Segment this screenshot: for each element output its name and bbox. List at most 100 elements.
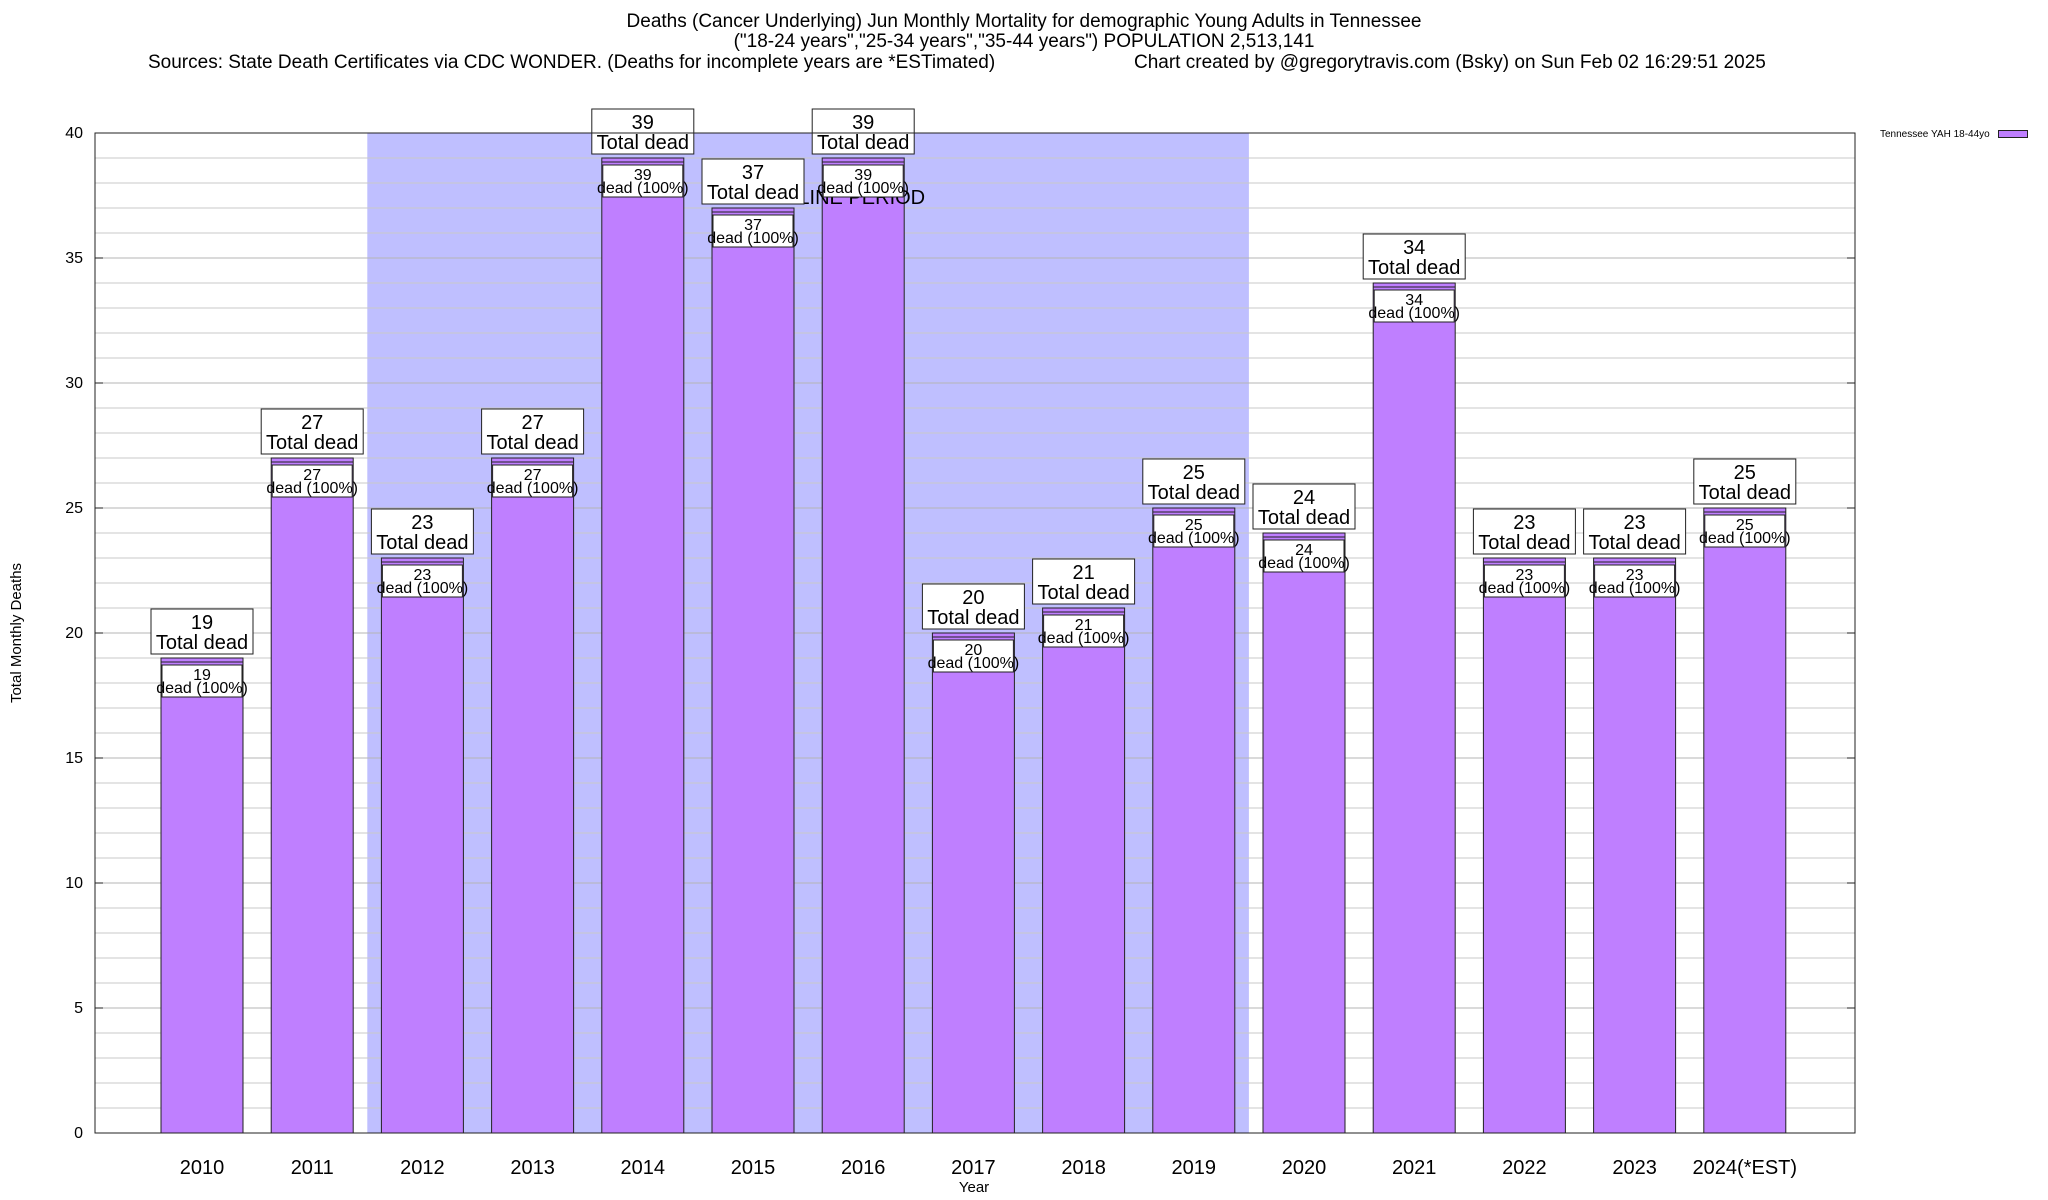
bar-inner-value: 23 <box>414 567 432 584</box>
y-tick-label: 10 <box>65 875 83 892</box>
y-axis-title: Total Monthly Deaths <box>8 563 25 703</box>
bar <box>380 557 464 1134</box>
bar-inner-value: 34 <box>1405 292 1423 309</box>
bar-inner-value: 27 <box>303 467 321 484</box>
bar-top-label: Total dead <box>1368 257 1460 279</box>
chart-title: Deaths (Cancer Underlying) Jun Monthly M… <box>626 11 1422 32</box>
bar-top-value: 23 <box>411 512 433 534</box>
x-tick-label: 2020 <box>1282 1157 1327 1179</box>
bar <box>1042 607 1126 1134</box>
bar-top-value: 19 <box>191 612 213 634</box>
bar-top-value: 20 <box>962 587 984 609</box>
bar-inner-value: 37 <box>744 217 762 234</box>
bar-top-value: 21 <box>1072 562 1094 584</box>
bar-inner-value: 27 <box>524 467 542 484</box>
bar-inner-label: dead (100%) <box>487 480 579 497</box>
bar-inner-label-box <box>1483 564 1565 598</box>
bar-top-label: Total dead <box>1258 507 1350 529</box>
bar-inner-label-box <box>1594 564 1676 598</box>
bar-top-value: 25 <box>1734 462 1756 484</box>
bar-top-value: 23 <box>1623 512 1645 534</box>
bar-inner-label: dead (100%) <box>597 180 689 197</box>
bar-inner-label-box <box>712 214 794 248</box>
bar <box>1152 507 1236 1134</box>
bar <box>1372 282 1456 1134</box>
bar-top-value: 37 <box>742 162 764 184</box>
bar-inner-value: 25 <box>1185 517 1203 534</box>
bar-inner-value: 20 <box>965 642 983 659</box>
bar-top-label: Total dead <box>266 432 358 454</box>
bar-inner-value: 39 <box>634 167 652 184</box>
sources-note: Sources: State Death Certificates via CD… <box>148 52 996 73</box>
bar-inner-label: dead (100%) <box>1479 580 1571 597</box>
bar-top-label-box <box>701 158 805 205</box>
bar-inner-label-box <box>1153 514 1235 548</box>
bar-top-label: Total dead <box>1699 482 1791 504</box>
bar-top-label: Total dead <box>1148 482 1240 504</box>
bar-top-label-box <box>1472 508 1576 555</box>
bar-inner-label: dead (100%) <box>266 480 358 497</box>
bar-inner-label-box <box>1704 514 1786 548</box>
bar-top-label: Total dead <box>1037 582 1129 604</box>
bar-top-value: 34 <box>1403 237 1425 259</box>
bar-top-label-box <box>811 108 915 155</box>
y-tick-label: 15 <box>65 750 83 767</box>
x-tick-label: 2014 <box>621 1157 666 1179</box>
x-tick-label: 2024(*EST) <box>1693 1157 1798 1179</box>
y-tick-label: 0 <box>74 1125 83 1142</box>
bar-inner-label: dead (100%) <box>1038 630 1130 647</box>
chart-credit: Chart created by @gregorytravis.com (Bsk… <box>1134 52 1766 73</box>
bar-top-value: 24 <box>1293 487 1315 509</box>
bar-inner-value: 25 <box>1736 517 1754 534</box>
bar <box>1593 557 1677 1134</box>
bar <box>711 207 795 1134</box>
bar <box>821 157 905 1134</box>
bar-top-label-box <box>1583 508 1687 555</box>
x-tick-label: 2018 <box>1061 1157 1106 1179</box>
bar-top-label: Total dead <box>707 182 799 204</box>
bar-top-label-box <box>1252 483 1356 530</box>
bar-top-value: 39 <box>852 112 874 134</box>
bar-inner-label-box <box>381 564 463 598</box>
bar-inner-label-box <box>492 464 574 498</box>
x-tick-label: 2010 <box>180 1157 225 1179</box>
bar-top-label: Total dead <box>486 432 578 454</box>
bar-inner-label-box <box>932 639 1014 673</box>
bar <box>1262 532 1346 1134</box>
bar-top-label-box <box>1693 458 1797 505</box>
bar-inner-value: 21 <box>1075 617 1093 634</box>
bar-top-label: Total dead <box>1478 532 1570 554</box>
bar-top-value: 25 <box>1183 462 1205 484</box>
bar-top-value: 27 <box>301 412 323 434</box>
bar-top-label: Total dead <box>376 532 468 554</box>
bar-inner-label: dead (100%) <box>817 180 909 197</box>
bar-inner-label: dead (100%) <box>1368 305 1460 322</box>
legend-swatch <box>1997 130 2028 139</box>
bar-inner-label-box <box>161 664 243 698</box>
y-tick-label: 30 <box>65 375 83 392</box>
y-tick-label: 5 <box>74 1000 83 1017</box>
legend: Tennessee YAH 18-44yo <box>1880 129 2028 140</box>
bar-inner-value: 19 <box>193 667 211 684</box>
y-tick-label: 25 <box>65 500 83 517</box>
bar-top-label-box <box>921 583 1025 630</box>
bar-top-label-box <box>591 108 695 155</box>
x-tick-label: 2021 <box>1392 1157 1437 1179</box>
chart-subtitle: ("18-24 years","25-34 years","35-44 year… <box>733 31 1315 52</box>
bar <box>1482 557 1566 1134</box>
bar-top-label: Total dead <box>597 132 689 154</box>
bar <box>1703 507 1787 1134</box>
bar-inner-value: 23 <box>1516 567 1534 584</box>
x-tick-label: 2016 <box>841 1157 886 1179</box>
bar <box>270 457 354 1134</box>
bar-top-label: Total dead <box>817 132 909 154</box>
bar-top-label-box <box>260 408 364 455</box>
y-tick-label: 35 <box>65 250 83 267</box>
x-tick-label: 2013 <box>510 1157 555 1179</box>
bar-inner-label-box <box>271 464 353 498</box>
bar-inner-label-box <box>1263 539 1345 573</box>
y-tick-label: 40 <box>65 125 83 142</box>
x-tick-label: 2011 <box>291 1157 334 1179</box>
bar-top-label-box <box>1362 233 1466 280</box>
bar-inner-value: 23 <box>1626 567 1644 584</box>
